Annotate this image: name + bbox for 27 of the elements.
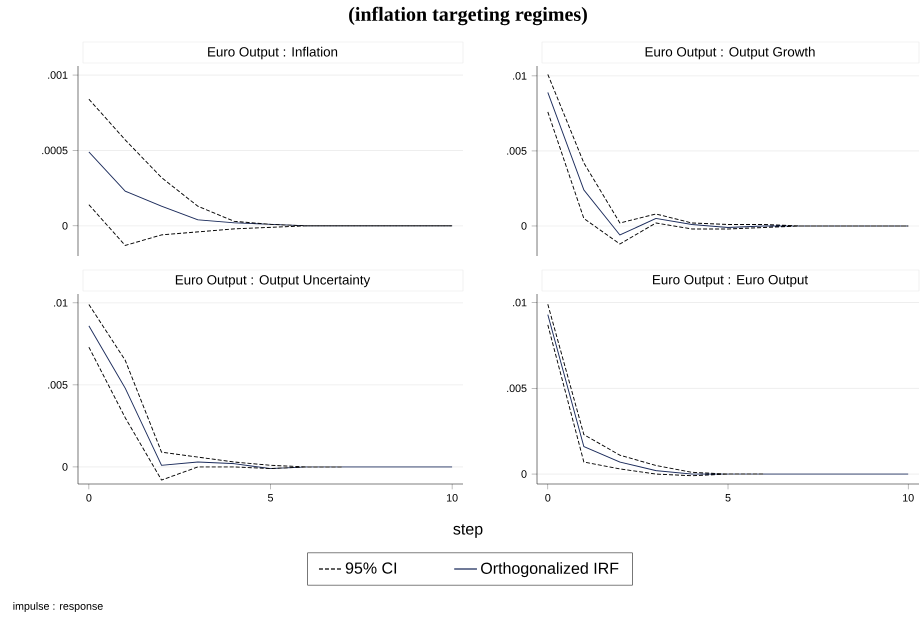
y-tick-label: .01 (54, 299, 68, 307)
text: impulse : response (13, 602, 103, 612)
x-tick-label: 10 (446, 494, 458, 502)
y-tick-label: .005 (507, 147, 527, 155)
chart-title: Euro Output : Output Growth (646, 46, 815, 60)
x-tick-label: 0 (86, 494, 92, 502)
legend-label: Orthogonalized IRF (481, 562, 618, 578)
x-tick-label: 0 (545, 494, 550, 502)
y-tick-label: 0 (62, 463, 68, 471)
x-tick-label: 10 (903, 494, 914, 502)
y-tick-label: .0005 (42, 146, 68, 154)
legend-label: 95% CI (346, 562, 396, 574)
x-axis-title: step (453, 524, 482, 538)
y-tick-label: .005 (507, 384, 527, 392)
y-tick-label: .005 (48, 381, 68, 389)
x-tick-label: 5 (725, 494, 731, 502)
y-tick-label: .001 (48, 71, 68, 79)
y-tick-label: .01 (513, 298, 526, 306)
chart-title: Euro Output : Inflation (208, 46, 338, 60)
y-tick-label: 0 (521, 470, 527, 478)
x-tick-label: 5 (268, 494, 274, 502)
chart-title: Euro Output : Euro Output (653, 274, 808, 288)
y-tick-label: 0 (62, 222, 68, 230)
y-tick-label: 0 (521, 222, 527, 230)
chart-title: Euro Output : Output Uncertainty (176, 274, 370, 288)
chart-subtitle: (inflation targeting regimes) (349, 6, 587, 26)
y-tick-label: .01 (513, 72, 526, 80)
